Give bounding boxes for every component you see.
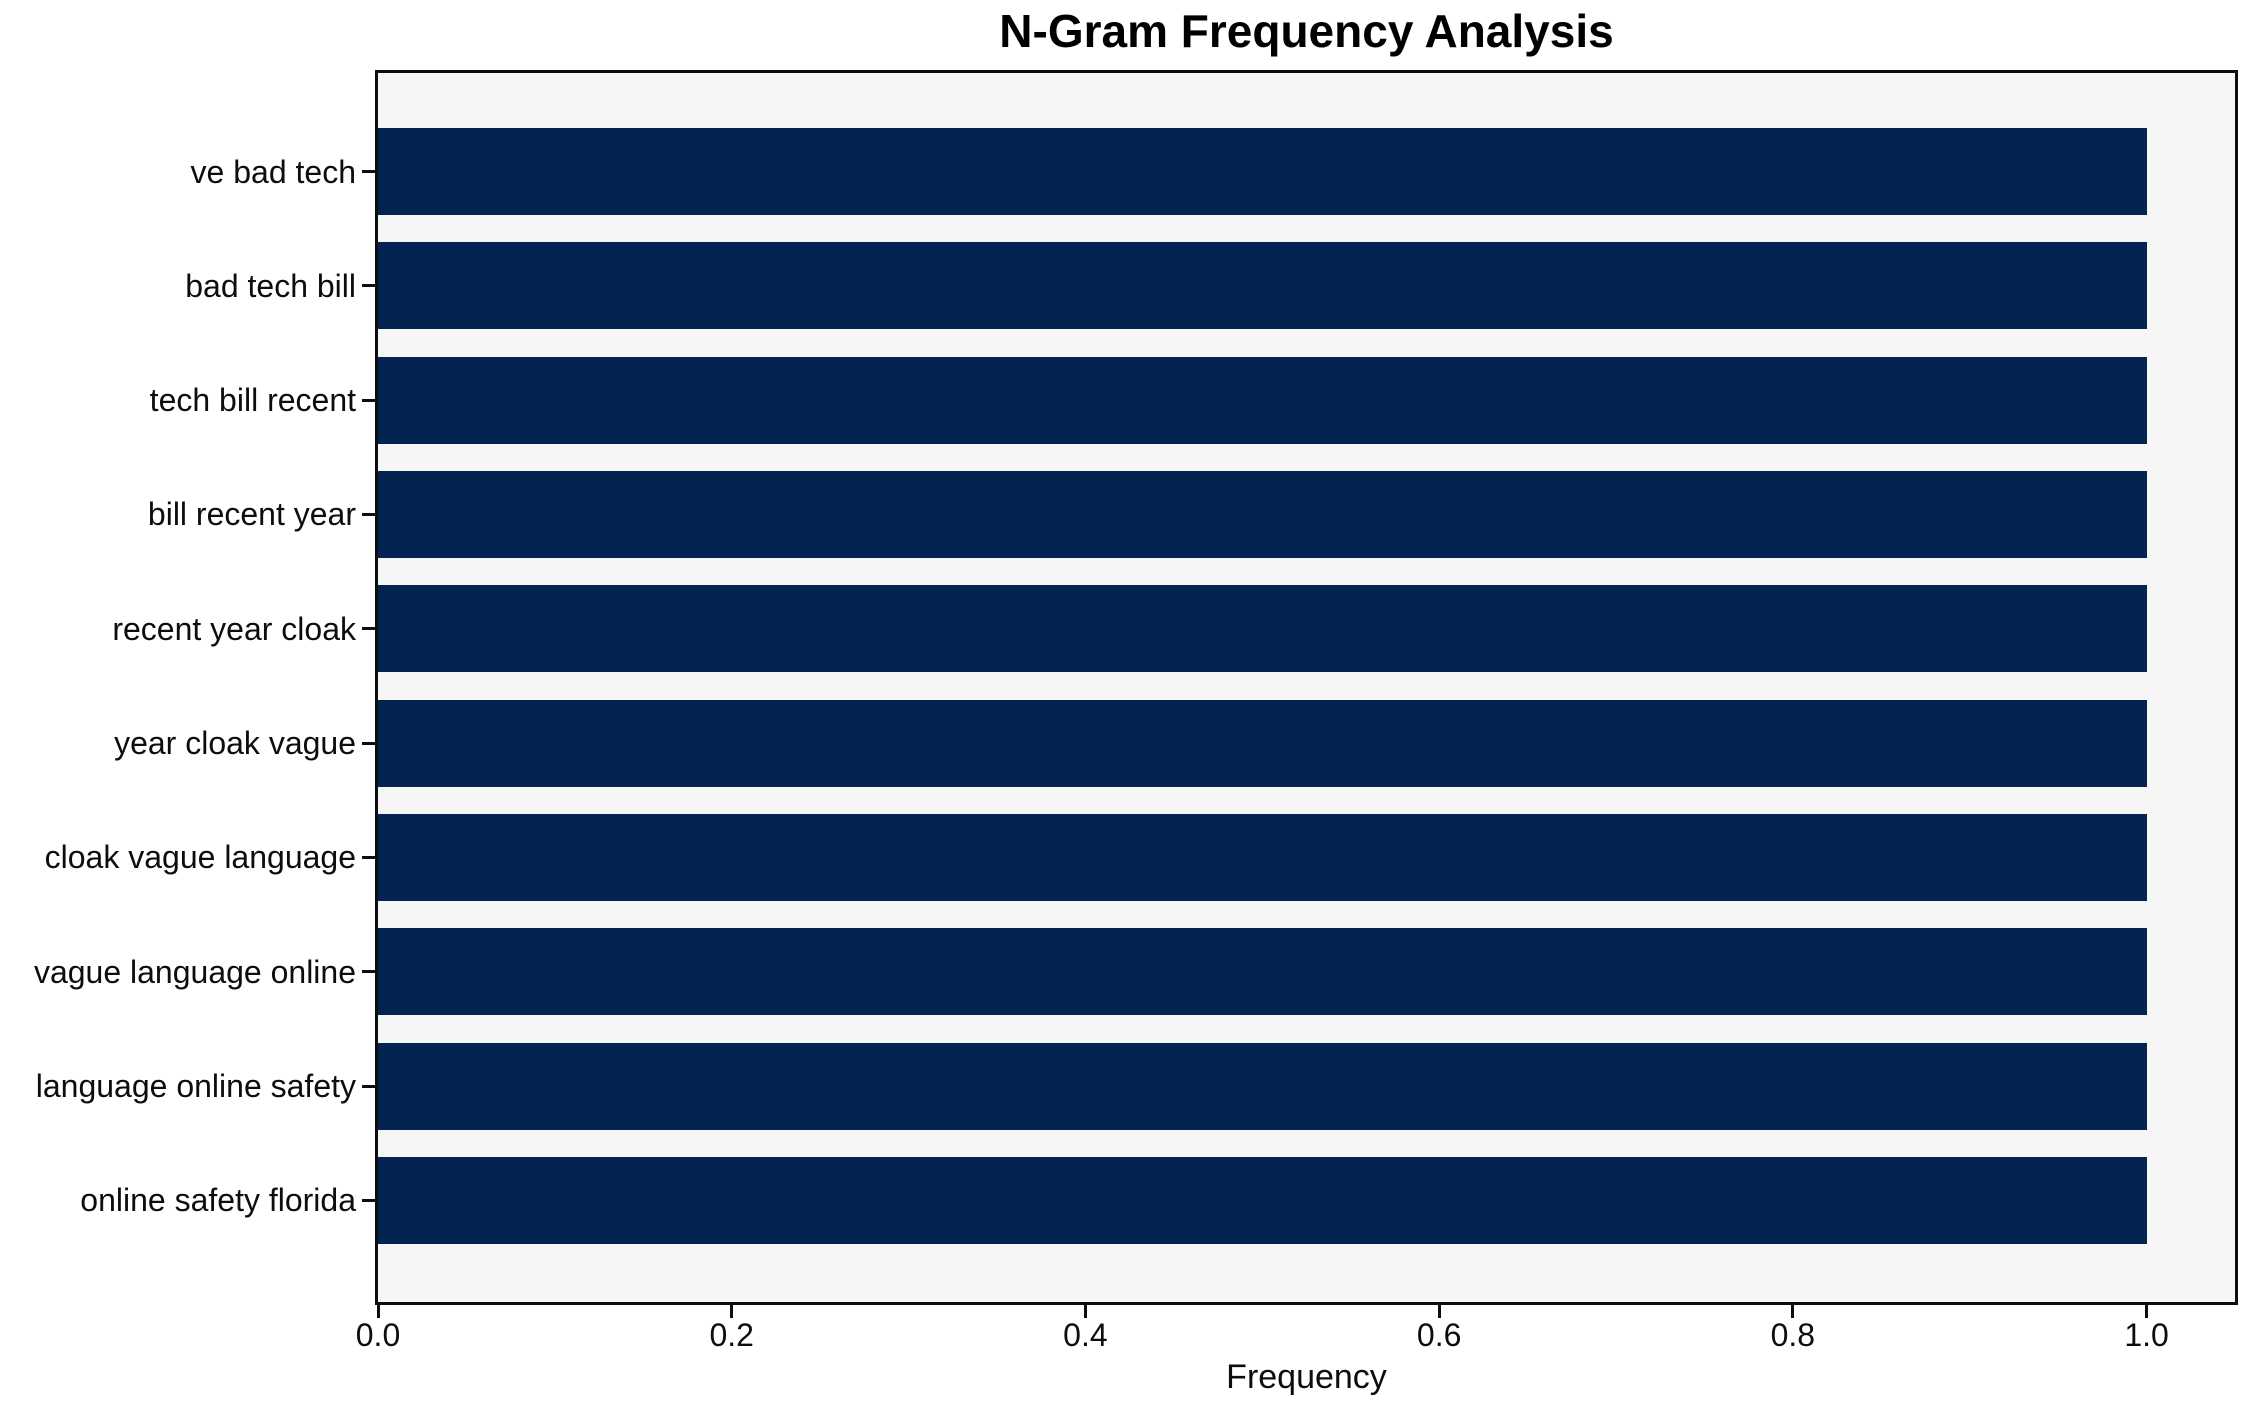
y-tick-mark (362, 398, 375, 402)
x-tick-label: 1.0 (2124, 1317, 2169, 1353)
y-tick-label: recent year cloak (112, 610, 356, 647)
y-tick-label: ve bad tech (190, 153, 356, 190)
bar (378, 1042, 2147, 1130)
y-tick-mark (362, 1198, 375, 1202)
x-tick-label: 0.2 (709, 1317, 754, 1353)
y-tick-mark (362, 855, 375, 859)
x-tick-mark (730, 1305, 734, 1318)
bar (378, 242, 2147, 330)
y-tick-label: language online safety (35, 1068, 356, 1105)
y-tick-mark (362, 170, 375, 173)
plot-area (375, 70, 2238, 1305)
y-tick-mark (362, 284, 375, 288)
y-tick-label: online safety florida (80, 1182, 356, 1219)
y-tick-mark (362, 627, 375, 631)
y-tick-label: vague language online (33, 953, 356, 990)
x-axis-label: Frequency (1226, 1358, 1387, 1396)
y-tick-mark (362, 512, 375, 516)
y-tick-mark (362, 741, 375, 745)
chart-title: N-Gram Frequency Analysis (999, 5, 1614, 57)
x-tick-mark (1791, 1305, 1795, 1318)
bar (378, 928, 2147, 1016)
y-tick-label: cloak vague language (44, 839, 356, 876)
x-tick-mark (1437, 1305, 1441, 1318)
x-tick-mark (2145, 1305, 2149, 1318)
bar (378, 128, 2147, 215)
y-tick-mark (362, 970, 375, 974)
x-tick-label: 0.0 (355, 1317, 401, 1353)
y-tick-label: bill recent year (147, 496, 356, 533)
x-tick-mark (1083, 1305, 1087, 1318)
bar (378, 356, 2147, 444)
x-tick-mark (376, 1305, 380, 1318)
x-tick-label: 0.6 (1416, 1317, 1462, 1353)
y-tick-label: tech bill recent (149, 382, 356, 419)
x-tick-label: 0.8 (1770, 1317, 1816, 1353)
bar (378, 813, 2147, 901)
y-tick-label: bad tech bill (185, 267, 356, 304)
bar (378, 585, 2147, 673)
y-tick-mark (362, 1084, 375, 1088)
x-tick-label: 0.4 (1063, 1317, 1108, 1353)
bar (378, 699, 2147, 787)
y-tick-label: year cloak vague (114, 725, 356, 762)
bar (378, 1156, 2147, 1244)
bar (378, 470, 2147, 558)
